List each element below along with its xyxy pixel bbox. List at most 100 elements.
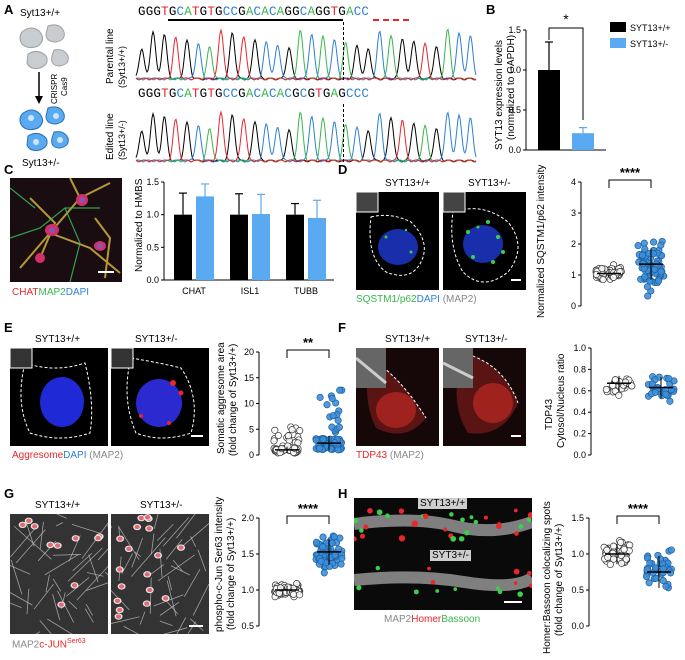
base-20: G bbox=[292, 5, 300, 19]
data-point bbox=[328, 539, 336, 547]
sig-stars: **** bbox=[628, 501, 649, 516]
nucleus bbox=[126, 546, 132, 552]
cell-label-het: Syt13+/- bbox=[22, 158, 60, 169]
bar-0 bbox=[538, 70, 560, 150]
bar-ISL1-1 bbox=[252, 214, 270, 280]
nucleus bbox=[163, 596, 169, 601]
nucleus bbox=[155, 553, 161, 558]
neurite bbox=[166, 580, 177, 617]
data-point bbox=[645, 579, 653, 587]
data-point bbox=[643, 573, 651, 581]
panel-e-caption: AggresomeDAPI (MAP2) bbox=[12, 450, 123, 461]
chart-b-ylabel-2: (normalized to GAPDH) bbox=[506, 34, 517, 140]
y-tick-label: 4 bbox=[571, 177, 576, 187]
data-point bbox=[655, 277, 663, 285]
data-point bbox=[284, 442, 292, 450]
nucleus bbox=[134, 524, 140, 530]
neurite bbox=[57, 590, 75, 623]
caption-homer: Homer bbox=[411, 614, 442, 625]
data-point bbox=[288, 426, 296, 434]
neurite bbox=[84, 608, 94, 623]
panel-g-het: SYT13+/- bbox=[140, 500, 183, 511]
edited-chromatogram bbox=[135, 110, 477, 163]
base-25: T bbox=[330, 5, 339, 19]
synapse-spot bbox=[443, 527, 448, 532]
parental-sequence: GGGTGCATGTGCCGACACAGGCAGGTGACC bbox=[138, 4, 478, 19]
y-tick-label: 1.0 bbox=[241, 585, 254, 595]
chart-e: 0 5 10 15 20 ** bbox=[244, 335, 346, 460]
base-10: G bbox=[215, 87, 223, 101]
legend-swatch bbox=[610, 38, 626, 48]
chart-b: 0.0 0.5 1.0 1.5 * SYT13+/+ SYT13+/- bbox=[508, 11, 670, 155]
data-point bbox=[312, 538, 321, 546]
synapse-spot bbox=[460, 517, 465, 523]
base-9: T bbox=[207, 87, 216, 101]
neurite bbox=[172, 559, 183, 572]
y-tick-label: 0.4 bbox=[573, 407, 586, 417]
trace-T bbox=[135, 110, 477, 163]
base-18: A bbox=[276, 5, 285, 19]
neurite bbox=[52, 578, 62, 592]
neurite bbox=[72, 552, 93, 572]
panel-label-e: E bbox=[4, 320, 13, 335]
caption-map2-d: (MAP2) bbox=[442, 294, 477, 305]
base-14: A bbox=[245, 5, 254, 19]
synapse-spot bbox=[354, 517, 359, 524]
bar-CHAT-0 bbox=[174, 214, 192, 280]
nucleus bbox=[138, 515, 144, 521]
edited-sequence: GGGTGCATGTGCCGACACACGCGTGAGCCC bbox=[138, 86, 478, 101]
y-tick-label: 0 bbox=[571, 301, 576, 311]
data-point bbox=[320, 569, 328, 577]
data-point bbox=[610, 273, 618, 281]
data-point bbox=[270, 437, 278, 445]
y-tick-label: 0.0 bbox=[573, 450, 586, 460]
nucleus bbox=[144, 572, 150, 577]
data-point bbox=[319, 543, 327, 551]
synapse-spot bbox=[526, 517, 532, 523]
neurite bbox=[39, 521, 44, 549]
motor-neuron-image bbox=[10, 178, 122, 282]
synapse-spot bbox=[385, 513, 390, 519]
y-tick-label: 0.5 bbox=[241, 621, 254, 631]
base-28: C bbox=[353, 5, 362, 19]
panel-g-wt: SYT13+/+ bbox=[35, 500, 81, 511]
y-tick-label: 1.0 bbox=[508, 65, 521, 75]
parental-cells-drawing bbox=[19, 24, 69, 69]
base-4: G bbox=[168, 87, 177, 101]
chart-f: 0.0 0.2 0.4 0.6 0.8 1.0 bbox=[573, 343, 678, 460]
edited-cells-drawing bbox=[19, 106, 69, 151]
synapse-spot bbox=[450, 536, 457, 542]
base-11: C bbox=[222, 87, 231, 101]
panel-label-g: G bbox=[4, 486, 15, 501]
data-point bbox=[332, 399, 340, 407]
synapse-spot bbox=[453, 587, 458, 591]
p62-het-image bbox=[443, 192, 526, 290]
panel-d-wt: SYT13+/+ bbox=[385, 178, 431, 189]
cas9-label: Cas9 bbox=[60, 77, 69, 96]
nucleus bbox=[47, 542, 53, 548]
x-tick-label: TUBB bbox=[294, 286, 318, 296]
synapse-spot bbox=[518, 524, 524, 530]
panel-f-wt: SYT13+/+ bbox=[385, 334, 431, 345]
arrow-down-icon bbox=[35, 72, 43, 104]
chart-b-ylabel-1: SYT13 expression levels bbox=[494, 39, 505, 150]
data-point bbox=[334, 446, 342, 454]
base-25: A bbox=[330, 87, 339, 101]
neurite bbox=[52, 594, 61, 621]
synapse-spot bbox=[469, 515, 474, 520]
p62-wt-image bbox=[356, 192, 439, 290]
base-2: G bbox=[153, 87, 162, 101]
base-18: A bbox=[276, 87, 285, 101]
y-tick-label: 2 bbox=[571, 239, 576, 249]
data-point bbox=[650, 238, 658, 246]
base-8: G bbox=[199, 87, 208, 101]
data-point bbox=[609, 542, 618, 550]
data-point bbox=[317, 557, 325, 565]
data-point bbox=[334, 416, 342, 424]
synapse-spot bbox=[514, 531, 519, 536]
nucleus bbox=[58, 602, 64, 607]
synapse-spot bbox=[497, 589, 503, 595]
data-point bbox=[319, 533, 327, 541]
neurite bbox=[15, 529, 46, 564]
synapse-spot bbox=[359, 533, 366, 539]
